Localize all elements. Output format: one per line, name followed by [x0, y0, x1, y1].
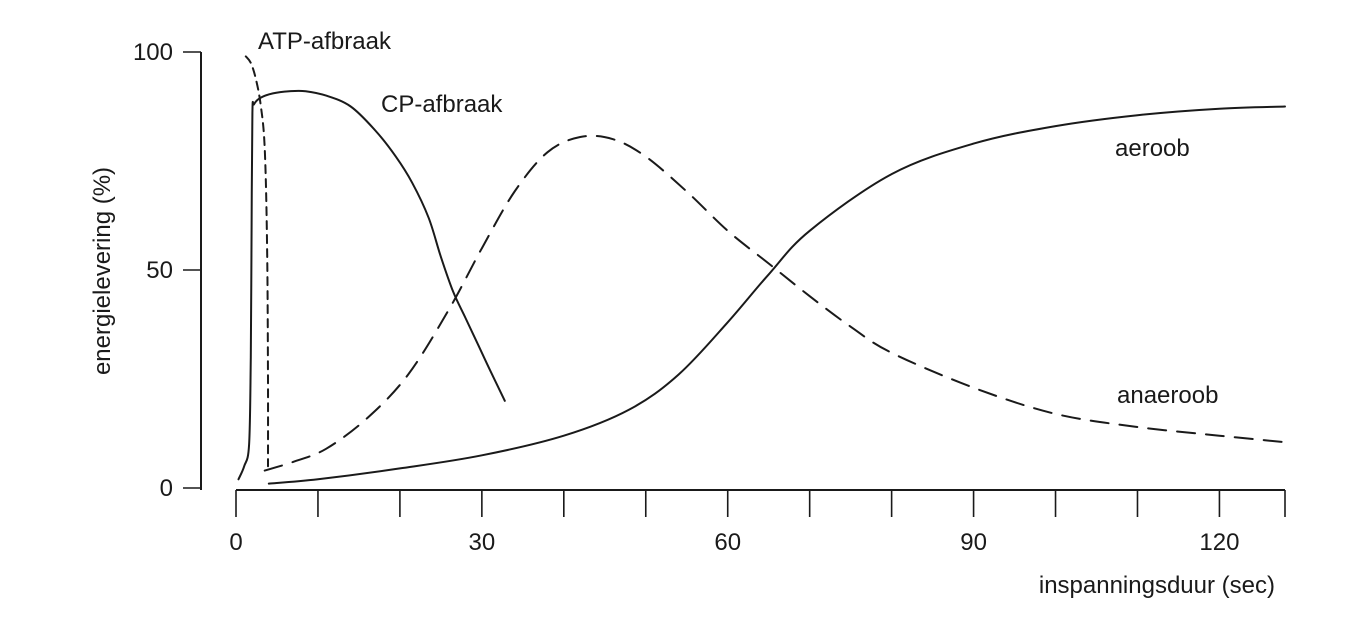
y-tick-label: 0 — [160, 475, 173, 502]
label-aeroob: aeroob — [1115, 135, 1190, 162]
label-anaeroob: anaeroob — [1117, 382, 1218, 409]
x-axis-label: inspanningsduur (sec) — [1039, 572, 1275, 599]
y-axis-label: energielevering (%) — [89, 167, 116, 375]
x-tick-label: 90 — [960, 529, 987, 556]
series-line-aeroob — [267, 105, 1286, 485]
y-tick-label: 100 — [133, 39, 173, 66]
series-line-cp-afbraak — [237, 89, 506, 481]
axes: 0 50 100 0 30 60 90 120 — [133, 39, 1286, 556]
label-atp: ATP-afbraak — [258, 28, 392, 55]
x-tick-label: 0 — [229, 529, 242, 556]
y-tick-label: 50 — [146, 257, 173, 284]
series-line-anaeroob — [263, 134, 1286, 472]
x-tick-label: 30 — [469, 529, 496, 556]
label-cp: CP-afbraak — [381, 91, 503, 118]
x-tick-label: 60 — [714, 529, 741, 556]
labels: ATP-afbraak CP-afbraak aeroob anaeroob i… — [89, 28, 1275, 599]
x-tick-label: 120 — [1199, 529, 1239, 556]
series-line-atp-afbraak — [244, 55, 270, 468]
curves — [237, 55, 1286, 485]
